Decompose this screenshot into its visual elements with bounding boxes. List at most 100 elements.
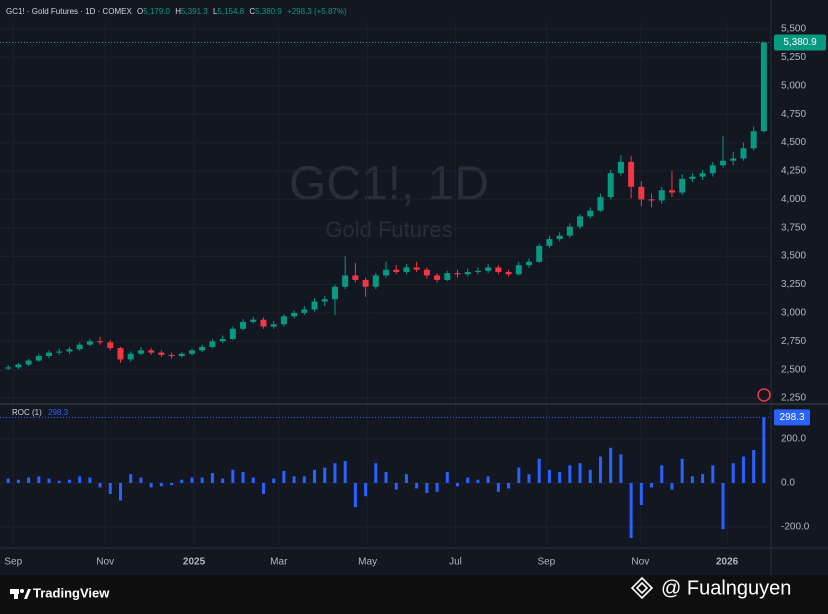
candle-body bbox=[127, 353, 134, 360]
roc-bar bbox=[221, 478, 225, 483]
candle-body bbox=[178, 353, 185, 357]
roc-bar bbox=[108, 482, 112, 494]
footer-brand: TradingView bbox=[33, 585, 110, 600]
roc-bar bbox=[37, 476, 41, 483]
candle-body bbox=[393, 269, 400, 273]
candle-body bbox=[597, 197, 604, 211]
ohlc-key: O bbox=[137, 7, 143, 16]
candle-body bbox=[25, 360, 32, 365]
candle-body bbox=[229, 328, 236, 339]
y-tick-label: 4,500 bbox=[781, 137, 806, 148]
candle-body bbox=[515, 265, 522, 275]
roc-bar bbox=[690, 476, 694, 483]
candle-body bbox=[750, 131, 757, 149]
candle-body bbox=[413, 267, 420, 270]
candle-body bbox=[86, 341, 93, 345]
candle-body bbox=[137, 350, 144, 354]
roc-bar bbox=[741, 456, 745, 483]
watermark-subtitle: Gold Futures bbox=[325, 217, 452, 242]
y-tick-label: 3,750 bbox=[781, 222, 806, 233]
indicator-value: 298.3 bbox=[48, 408, 69, 417]
last-value-tag bbox=[774, 409, 810, 426]
y-tick-label: -200.0 bbox=[781, 522, 810, 533]
roc-bar bbox=[98, 482, 102, 488]
y-tick-label: 5,500 bbox=[781, 24, 806, 35]
candle-body bbox=[311, 301, 318, 310]
x-tick-label: May bbox=[358, 557, 377, 568]
roc-bar bbox=[47, 478, 51, 483]
candle-body bbox=[546, 239, 553, 246]
roc-bar bbox=[619, 454, 623, 483]
roc-bar bbox=[598, 456, 602, 483]
alert-icon[interactable] bbox=[757, 388, 771, 402]
roc-bar bbox=[384, 471, 388, 483]
roc-bar bbox=[731, 463, 735, 483]
roc-bar bbox=[159, 482, 163, 487]
x-tick-label: Nov bbox=[631, 557, 649, 568]
roc-bar bbox=[588, 469, 592, 483]
roc-bar bbox=[353, 482, 357, 508]
roc-bar bbox=[231, 469, 235, 483]
roc-bar bbox=[149, 482, 153, 488]
candle-body bbox=[291, 312, 298, 317]
candle-body bbox=[699, 173, 706, 177]
roc-bar bbox=[210, 473, 214, 483]
candle-body bbox=[199, 346, 206, 351]
change: +298.3 (+5.87%) bbox=[287, 7, 347, 16]
candle-body bbox=[556, 235, 563, 240]
candle-body bbox=[280, 316, 287, 325]
candle-body bbox=[342, 275, 349, 287]
candle-body bbox=[709, 165, 716, 174]
candle-body bbox=[454, 273, 461, 275]
y-tick-label: 2,250 bbox=[781, 393, 806, 404]
candle-body bbox=[209, 341, 216, 347]
roc-bar bbox=[251, 477, 255, 483]
roc-bar bbox=[711, 465, 715, 483]
y-tick-label: 200.0 bbox=[781, 434, 806, 445]
candle-body bbox=[474, 270, 481, 273]
candle-body bbox=[97, 341, 104, 343]
roc-bar bbox=[415, 482, 419, 489]
roc-bar bbox=[139, 477, 143, 483]
candle-body bbox=[148, 350, 155, 353]
candle-body bbox=[607, 173, 614, 198]
roc-bar bbox=[313, 469, 317, 483]
y-tick-label: 5,000 bbox=[781, 80, 806, 91]
indicator-header: ROC (1) 298.3 bbox=[12, 408, 69, 417]
roc-bar bbox=[527, 474, 531, 483]
roc-bar bbox=[170, 482, 174, 486]
candle-body bbox=[668, 190, 675, 193]
footer-credit: @ Fualnguyen bbox=[661, 577, 791, 599]
roc-bar bbox=[394, 482, 398, 490]
candle-body bbox=[240, 321, 247, 329]
candle-body bbox=[250, 319, 257, 322]
candle-body bbox=[76, 344, 83, 350]
last-price-tag bbox=[774, 34, 826, 51]
candle-body bbox=[15, 364, 22, 368]
roc-bar bbox=[323, 467, 327, 483]
candle-body bbox=[689, 176, 696, 179]
candle-body bbox=[730, 158, 737, 161]
roc-bar bbox=[609, 447, 613, 483]
roc-bar bbox=[650, 482, 654, 488]
tradingview-logo bbox=[10, 589, 31, 599]
roc-bar bbox=[537, 458, 541, 483]
candle-body bbox=[566, 226, 573, 236]
roc-bar bbox=[364, 482, 368, 497]
roc-bar bbox=[496, 482, 500, 492]
roc-bar bbox=[670, 482, 674, 490]
candle-body bbox=[158, 352, 165, 355]
roc-bar bbox=[660, 465, 664, 483]
candle-body bbox=[587, 210, 594, 217]
roc-bar bbox=[292, 476, 296, 483]
roc-bar bbox=[578, 463, 582, 483]
symbol: GC1! · Gold Futures · 1D · COMEX bbox=[6, 7, 132, 16]
candle-body bbox=[628, 161, 635, 187]
candle-body bbox=[260, 319, 267, 327]
roc-bar bbox=[78, 476, 82, 483]
candle-body bbox=[434, 275, 441, 280]
y-tick-label: 3,250 bbox=[781, 279, 806, 290]
candle-body bbox=[464, 272, 471, 275]
roc-bar bbox=[476, 479, 480, 483]
